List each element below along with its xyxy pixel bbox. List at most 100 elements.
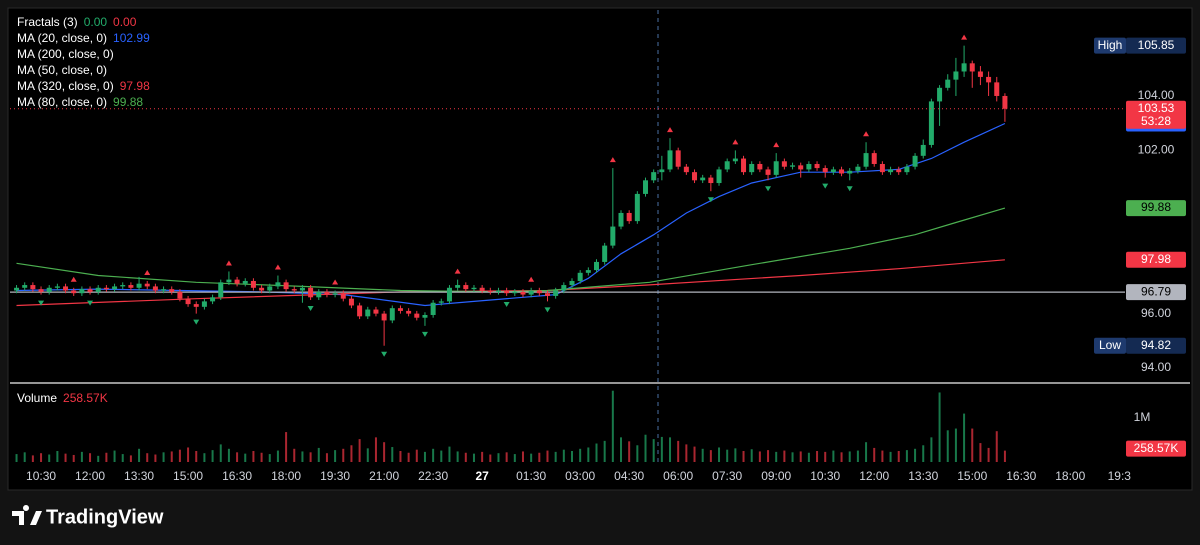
volume-bar <box>309 452 312 462</box>
candle-body <box>945 79 951 88</box>
candle-body <box>847 170 853 174</box>
volume-bar <box>301 451 304 462</box>
volume-bar <box>538 452 541 462</box>
volume-bar <box>971 428 974 462</box>
fractal-down <box>421 331 428 337</box>
candle-body <box>569 280 575 286</box>
low-value: 94.82 <box>1141 338 1171 352</box>
candle-body <box>455 285 461 288</box>
legend-value: 97.98 <box>120 79 150 93</box>
candle-body <box>879 163 885 173</box>
high-tag: High <box>1098 38 1123 52</box>
candle-body <box>267 286 273 291</box>
candle-body <box>471 287 477 290</box>
volume-bar <box>276 450 279 462</box>
volume-bar <box>399 450 402 462</box>
candle-body <box>781 161 787 167</box>
fractal-down <box>307 306 314 312</box>
fractal-up <box>144 269 151 275</box>
candle-body <box>14 287 20 291</box>
candle-body <box>54 286 60 288</box>
fractal-down <box>765 186 772 192</box>
x-tick-label: 10:30 <box>26 469 56 483</box>
volume-bar <box>260 452 263 462</box>
brand-name: TradingView <box>46 506 164 528</box>
x-tick-label: 27 <box>475 469 489 483</box>
high-value: 105.85 <box>1138 38 1175 52</box>
volume-bar <box>709 450 712 462</box>
x-tick-label: 13:30 <box>124 469 154 483</box>
volume-bar <box>366 448 369 462</box>
volume-bar <box>881 450 884 462</box>
candle-body <box>986 76 992 83</box>
legend-value: 0.00 <box>84 15 108 29</box>
volume-bar <box>481 451 484 462</box>
x-tick-label: 21:00 <box>369 469 399 483</box>
volume-bar <box>889 451 892 462</box>
volume-bar <box>472 453 475 462</box>
volume-bar <box>383 442 386 462</box>
volume-bar <box>603 440 606 462</box>
candle-body <box>504 290 510 294</box>
candle-body <box>299 287 305 291</box>
candle-body <box>201 301 207 307</box>
fractal-up <box>274 264 281 270</box>
candle-body <box>397 308 403 311</box>
volume-bar <box>979 443 982 462</box>
candle-body <box>708 177 714 184</box>
candle-body <box>71 290 77 294</box>
candle-body <box>120 285 126 287</box>
x-tick-label: 16:30 <box>1006 469 1036 483</box>
volume-bar <box>97 455 100 462</box>
volume-bar <box>374 437 377 462</box>
candle-body <box>389 308 395 321</box>
candle-body <box>651 172 657 181</box>
volume-legend-value: 258.57K <box>63 391 108 405</box>
candle-body <box>291 289 297 291</box>
volume-bar <box>325 453 328 462</box>
fractal-down <box>38 300 45 306</box>
volume-bar <box>554 451 557 462</box>
volume-bar <box>579 448 582 462</box>
candle-body <box>185 298 191 305</box>
fractal-down <box>193 319 200 325</box>
volume-bar <box>1003 450 1006 462</box>
legend: Fractals (3) 0.00 0.00 MA (20, close, 0) 102… <box>17 15 150 109</box>
fractal-up <box>732 139 739 145</box>
brand-logo <box>12 505 42 525</box>
low-tag: Low <box>1099 338 1121 352</box>
candle-body <box>177 291 183 299</box>
candle-body <box>977 71 983 77</box>
candle-body <box>798 165 804 170</box>
volume-bar <box>848 451 851 462</box>
high-tag-box <box>1094 37 1126 54</box>
volume-bar <box>660 436 663 462</box>
volume-legend-name: Volume <box>17 391 57 405</box>
legend-entry: MA (80, close, 0) 99.88 <box>17 95 143 109</box>
volume-bar <box>195 450 198 462</box>
volume-bar <box>154 454 157 462</box>
volume-bar <box>23 452 26 462</box>
candle-body <box>128 285 134 288</box>
fractal-up <box>528 276 535 282</box>
candle-body <box>806 163 812 170</box>
volume-bar <box>562 449 565 462</box>
candle-body <box>463 285 469 290</box>
volume-bar <box>832 450 835 462</box>
volume-bar <box>873 447 876 462</box>
fractal-up <box>609 157 616 163</box>
volume-bar <box>652 439 655 462</box>
candle-body <box>63 286 69 291</box>
ma-axis-label-box <box>1126 200 1186 217</box>
ma-line <box>16 259 1005 307</box>
volume-bar <box>750 449 753 462</box>
volume-bar <box>987 447 990 462</box>
x-tick-label: 19:30 <box>320 469 350 483</box>
candle-body <box>79 289 85 294</box>
x-tick-label: 03:00 <box>565 469 595 483</box>
candle-body <box>920 144 926 156</box>
candle-body <box>544 293 550 296</box>
legend-entry: MA (20, close, 0) 102.99 <box>17 31 150 45</box>
